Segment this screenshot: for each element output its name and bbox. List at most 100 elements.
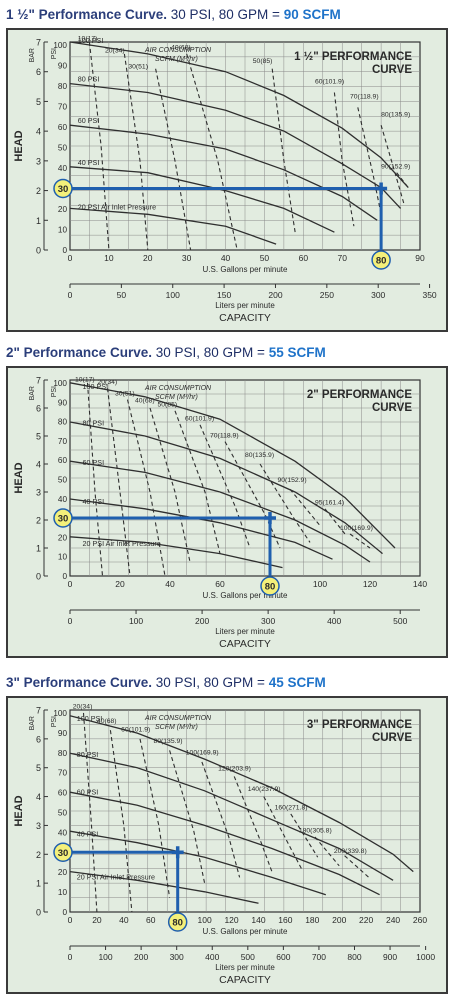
gpm-tick-label: 60 (215, 579, 225, 589)
air-consumption-curve-label: 60(101.9) (315, 79, 344, 86)
bar-tick-label: 6 (36, 734, 41, 744)
lpm-tick-label: 150 (217, 290, 231, 300)
air-consumption-curve (324, 508, 346, 535)
psi-tick-label: 60 (58, 123, 68, 132)
pressure-curve (69, 382, 396, 549)
air-consumption-curve-label: 40(68) (135, 397, 155, 404)
air-consumption-curve-label: 50(85) (253, 58, 273, 65)
bar-tick-label: 7 (36, 376, 41, 386)
bar-tick-label: 2 (36, 850, 41, 860)
gpm-tick-label: 100 (198, 915, 212, 925)
psi-tick-label: 100 (53, 41, 67, 50)
psi-tick-label: 10 (58, 888, 68, 897)
gpm-tick-label: 20 (115, 579, 125, 589)
lpm-axis-label: Liters per minute (215, 301, 275, 310)
bar-tick-label: 5 (36, 97, 41, 107)
capacity-label: CAPACITY (219, 638, 271, 650)
air-consumption-curve (126, 399, 166, 577)
psi-tick-label: 70 (58, 437, 68, 446)
psi-tick-label: 60 (58, 456, 68, 465)
psi-tick-label: 40 (58, 495, 68, 504)
air-consumption-curve-label: 120(203.9) (218, 766, 251, 773)
bar-tick-label: 0 (36, 572, 41, 582)
section-title: 1 ½" Performance Curve. 30 PSI, 80 GPM =… (6, 4, 341, 26)
psi-tick-label: 100 (53, 379, 67, 388)
section-result: 90 SCFM (283, 7, 341, 22)
air-consumption-unit: SCFM (M³/hr) (155, 394, 198, 401)
marker-point (375, 182, 388, 195)
air-consumption-curve-label: 100(169.9) (340, 525, 373, 532)
gpm-tick-label: 120 (363, 579, 377, 589)
bar-unit-label: BAR (29, 716, 36, 730)
psi-tick-label: 80 (58, 82, 68, 91)
marker-gpm-label: 80 (172, 918, 183, 929)
bar-tick-label: 4 (36, 460, 41, 470)
pressure-curve-label: 100 PSI (77, 714, 103, 723)
air-consumption-curve (82, 712, 98, 913)
gpm-tick-label: 160 (278, 915, 292, 925)
gpm-tick-label: 40 (119, 915, 129, 925)
air-consumption-curve (224, 441, 281, 549)
gpm-tick-label: 30 (182, 253, 192, 263)
air-consumption-curve (123, 53, 149, 251)
lpm-tick-label: 0 (68, 952, 73, 962)
psi-unit-label: PSI (51, 716, 58, 727)
air-consumption-curve (263, 796, 302, 869)
marker-gpm-label: 80 (265, 582, 276, 593)
gpm-axis-label: U.S. Gallons per minute (203, 927, 288, 936)
gpm-tick-label: 90 (415, 253, 425, 263)
section-title: 3" Performance Curve. 30 PSI, 80 GPM = 4… (6, 672, 326, 694)
lpm-tick-label: 350 (422, 290, 436, 300)
bar-tick-label: 4 (36, 792, 41, 802)
pressure-curve-label: 100 PSI (83, 382, 109, 391)
lpm-tick-label: 1000 (416, 952, 435, 962)
chart-frame: 2" PERFORMANCE CURVE AIR CONSUMPTION SCFM (… (6, 366, 448, 658)
pressure-curve (69, 421, 383, 555)
marker-point (171, 846, 184, 859)
air-consumption-curve (186, 53, 238, 251)
lpm-tick-label: 500 (241, 952, 255, 962)
bar-tick-label: 2 (36, 516, 41, 526)
psi-tick-label: 90 (58, 62, 68, 71)
psi-tick-label: 80 (58, 418, 68, 427)
air-consumption-curve (333, 92, 355, 227)
lpm-tick-label: 100 (129, 616, 143, 626)
air-consumption-curve (149, 407, 191, 563)
pressure-curve (69, 124, 378, 221)
gpm-tick-label: 180 (305, 915, 319, 925)
lpm-tick-label: 50 (117, 290, 127, 300)
lpm-tick-label: 900 (383, 952, 397, 962)
gpm-tick-label: 240 (386, 915, 400, 925)
air-consumption-curve-label: 180(305.8) (299, 828, 332, 835)
air-consumption-curve-label: 70(118.9) (210, 432, 239, 439)
psi-tick-label: 100 (53, 709, 67, 718)
section-heading: 2" Performance Curve. (6, 345, 152, 360)
chart-title-line1: 1 ½" PERFORMANCE (294, 51, 412, 63)
bar-tick-label: 3 (36, 488, 41, 498)
air-consumption-curve (396, 172, 409, 188)
pressure-curve-label: 20 PSI Air Inlet Pressure (83, 539, 161, 548)
lpm-tick-label: 300 (371, 290, 385, 300)
air-consumption-curve-label: 20(34) (98, 379, 118, 386)
gpm-tick-label: 200 (332, 915, 346, 925)
psi-unit-label: PSI (51, 386, 58, 397)
psi-tick-label: 0 (62, 572, 67, 581)
pressure-curve (69, 791, 380, 896)
lpm-axis-label: Liters per minute (215, 963, 275, 972)
section-heading: 1 ½" Performance Curve. (6, 7, 167, 22)
air-consumption-curve-label: 40(68) (171, 44, 191, 51)
air-consumption-curve-label: 70(118.9) (350, 93, 379, 100)
air-consumption-curve (357, 107, 382, 215)
psi-tick-label: 50 (58, 809, 68, 818)
air-consumption-curve (139, 738, 171, 898)
section-result: 55 SCFM (268, 345, 326, 360)
performance-section-2-inch: 2" Performance Curve. 30 PSI, 80 GPM = 5… (0, 342, 450, 662)
gpm-tick-label: 0 (68, 915, 73, 925)
air-consumption-label: AIR CONSUMPTION (144, 715, 212, 722)
pressure-curve-label: 20 PSI Air Inlet Pressure (78, 202, 156, 211)
section-condition: 30 PSI, 80 GPM = (170, 7, 280, 22)
marker-gpm-label: 80 (376, 256, 387, 267)
pressure-curve-label: 80 PSI (77, 750, 99, 759)
psi-tick-label: 90 (58, 729, 68, 738)
